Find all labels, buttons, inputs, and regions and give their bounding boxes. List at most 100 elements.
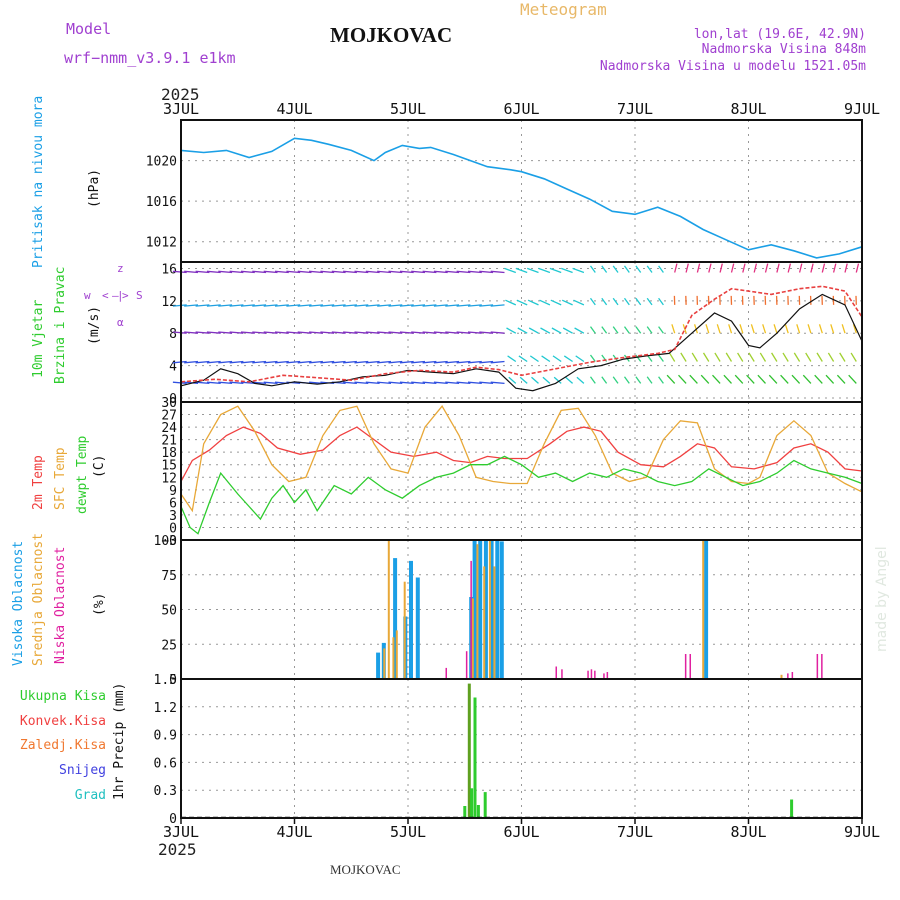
wind-gust-line bbox=[180, 285, 863, 383]
wind-arrow bbox=[746, 374, 755, 384]
wind-arrow bbox=[589, 376, 596, 384]
wind-arrow bbox=[377, 270, 392, 274]
model-elevation-info: Nadmorska Visina u modelu 1521.05m bbox=[600, 59, 866, 74]
wind-arrow bbox=[589, 265, 596, 273]
wind-arrow bbox=[365, 331, 380, 334]
wind-arrow bbox=[263, 304, 278, 307]
wind-arrow bbox=[206, 331, 221, 334]
wind-arrow bbox=[700, 374, 710, 384]
wind-arrow bbox=[263, 381, 278, 385]
cloud-panel-frame bbox=[180, 539, 863, 680]
wind-arrow bbox=[263, 360, 278, 364]
wind-arrow bbox=[263, 270, 278, 274]
cloud-bar-high bbox=[704, 540, 709, 679]
x-tick-top: 3JUL bbox=[163, 100, 199, 118]
wind-arrow bbox=[565, 376, 574, 384]
wind-arrow bbox=[553, 376, 562, 384]
precip-bar bbox=[470, 788, 474, 818]
wind-arrow bbox=[771, 352, 778, 362]
wind-arrow bbox=[712, 374, 721, 384]
wind-arrow bbox=[456, 381, 471, 385]
wind-arrow bbox=[737, 352, 744, 362]
cloud-ylabel: Visoka Oblacnost Srednja Oblacnost Niska… bbox=[11, 533, 107, 666]
wind-arrow bbox=[832, 263, 837, 273]
plot-panels: 1012101610200481216−30369121518212427300… bbox=[146, 100, 880, 841]
wind-arrow bbox=[411, 304, 426, 307]
cloud-bar-high bbox=[499, 541, 504, 679]
wind-arrow bbox=[742, 263, 746, 273]
wind-arrow bbox=[320, 331, 335, 334]
wind-arrow bbox=[561, 299, 573, 306]
wind-arrow bbox=[343, 381, 357, 385]
temperature-ytick-label: 24 bbox=[161, 421, 177, 436]
cloud-bar-mid bbox=[392, 637, 395, 679]
wind-arrow bbox=[399, 360, 414, 364]
wind-arrow bbox=[422, 331, 437, 334]
wind-arrow bbox=[354, 270, 369, 274]
wind-arrow bbox=[331, 270, 346, 274]
legend-hail: Grad bbox=[75, 788, 106, 803]
temperature-ytick-label: 0 bbox=[169, 521, 177, 536]
wind-arrow bbox=[433, 270, 448, 274]
wind-arrow bbox=[343, 360, 357, 364]
temperature-ytick-label: 15 bbox=[161, 459, 177, 474]
wind-arrow bbox=[827, 352, 835, 362]
year-top: 2025 bbox=[161, 85, 200, 104]
cloud-bar-mid bbox=[702, 540, 705, 679]
wind-arrow bbox=[172, 381, 187, 385]
cloud-bar-low bbox=[465, 651, 468, 679]
wind-arrow bbox=[456, 360, 471, 364]
elevation-info: Nadmorska Visina 848m bbox=[702, 42, 867, 57]
wind-arrow bbox=[539, 299, 551, 306]
wind-arrow bbox=[309, 331, 323, 334]
cloud-bar-low bbox=[594, 670, 596, 679]
cloud-bar-mid bbox=[383, 648, 386, 679]
wind-arrow bbox=[538, 267, 551, 274]
wind-ylabel: 10m Vjetar Brzina i Pravac (m/s) bbox=[31, 267, 102, 384]
cloud-bar-low bbox=[606, 672, 609, 679]
wind-arrow bbox=[229, 331, 244, 334]
wind-arrow bbox=[365, 360, 380, 364]
wind-arrow bbox=[399, 331, 414, 334]
wind-arrow bbox=[550, 299, 562, 306]
wind-arrow bbox=[773, 324, 778, 334]
cloud-bar-low bbox=[684, 654, 687, 679]
wind-arrow bbox=[195, 304, 210, 307]
wind-legend-gt: > bbox=[122, 289, 129, 302]
wind-arrow bbox=[433, 381, 448, 385]
precip-legend: Ukupna Kisa Konvek.Kisa Zaledj.Kisa Snij… bbox=[20, 683, 127, 803]
wind-ytick-label: 4 bbox=[169, 360, 177, 375]
cloud-bar-mid bbox=[483, 566, 486, 679]
wind-arrow bbox=[589, 297, 596, 306]
temperature-panel-frame bbox=[180, 401, 863, 541]
wind-arrow bbox=[560, 267, 573, 274]
cloud-bar-mid bbox=[387, 540, 390, 679]
wind-arrow bbox=[540, 327, 551, 334]
wind-arrow bbox=[623, 376, 630, 384]
wind-arrow bbox=[671, 324, 676, 334]
wind-arrow bbox=[841, 324, 846, 334]
wind-ytick-label: 12 bbox=[161, 295, 177, 310]
wind-arrow bbox=[365, 381, 380, 385]
cloud-bar-high bbox=[415, 577, 420, 679]
cloud-bar-high bbox=[483, 540, 488, 679]
wind-ytick-label: 8 bbox=[169, 327, 177, 342]
wind-arrow bbox=[274, 304, 289, 307]
wind-arrow bbox=[562, 327, 573, 334]
wind-arrow bbox=[623, 265, 630, 273]
wind-arrow bbox=[668, 352, 676, 362]
wind-arrow bbox=[658, 265, 664, 273]
wind-ytick-label: 0 bbox=[169, 392, 177, 407]
legend-snow: Snijeg bbox=[59, 763, 106, 778]
wind-arrow bbox=[399, 270, 414, 274]
wind-arrow bbox=[528, 327, 539, 334]
wind-ytick-label: 16 bbox=[161, 262, 177, 277]
legend-conv-rain: Konvek.Kisa bbox=[20, 714, 106, 729]
wind-arrow bbox=[206, 304, 221, 307]
cloud-bar-low bbox=[816, 654, 819, 679]
wind-arrow bbox=[572, 267, 585, 274]
wind-arrow bbox=[411, 360, 426, 364]
wind-arrow bbox=[852, 324, 857, 334]
wind-arrow bbox=[816, 352, 823, 362]
